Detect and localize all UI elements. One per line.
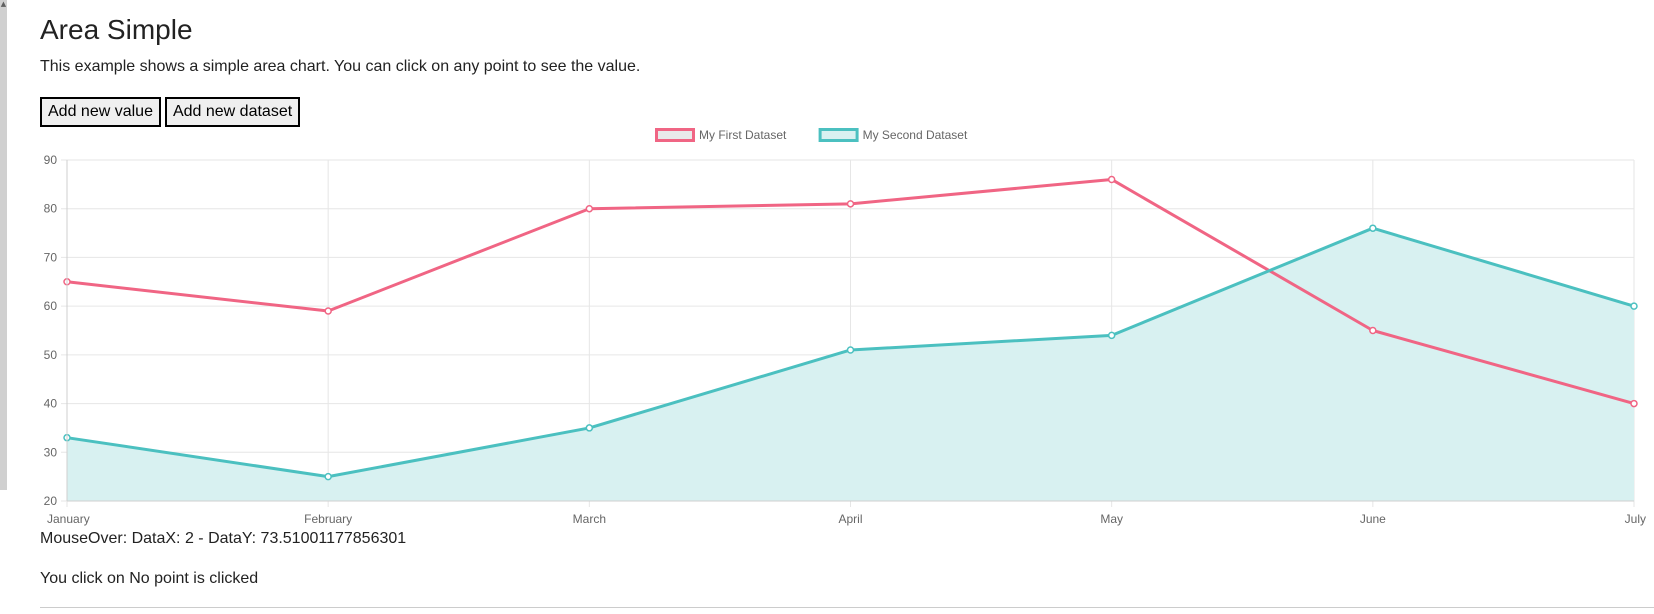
legend-label-2[interactable]: My Second Dataset: [863, 128, 968, 142]
click-status: You click on No point is clicked: [40, 570, 259, 587]
series-1-point[interactable]: [1369, 326, 1377, 335]
y-tick-label: 40: [44, 397, 58, 411]
y-tick-label: 80: [44, 202, 58, 216]
series-1-point[interactable]: [846, 200, 855, 208]
chart-area-fills: [67, 228, 1634, 501]
chart-points: [63, 175, 1638, 481]
series-1-point[interactable]: [585, 204, 594, 213]
x-tick-label: May: [1100, 512, 1123, 526]
x-tick-label: July: [1625, 512, 1646, 526]
series-2-point[interactable]: [846, 346, 855, 354]
area-chart[interactable]: 20 30 40 50 60 70 80 90 January February March Apri…: [0, 126, 1654, 526]
legend-swatch-1[interactable]: [655, 128, 695, 142]
x-tick-label: February: [304, 512, 352, 526]
series-2-point[interactable]: [324, 472, 332, 481]
mouseover-status: MouseOver: DataX: 2 - DataY: 73.51001177…: [40, 530, 407, 547]
x-tick-label: June: [1360, 512, 1386, 526]
x-tick-label: April: [838, 512, 862, 526]
series-1-point[interactable]: [1107, 175, 1116, 184]
x-tick-label: March: [573, 512, 606, 526]
add-new-dataset-button[interactable]: Add new dataset: [164, 97, 301, 127]
page-scrollbar[interactable]: ▲: [0, 0, 7, 490]
chart-legend: My First Dataset My Second Dataset: [655, 128, 968, 142]
series-2-point[interactable]: [1107, 331, 1116, 340]
series-2-point[interactable]: [1369, 224, 1377, 232]
chart-axes: 20 30 40 50 60 70 80 90 January February March Apri…: [44, 153, 1646, 526]
divider: [40, 607, 1654, 608]
series-2-area: [67, 228, 1634, 501]
series-2-point[interactable]: [585, 424, 594, 432]
page-description: This example shows a simple area chart. …: [40, 58, 641, 75]
toolbar: Add new value Add new dataset: [40, 97, 301, 127]
x-tick-label: January: [47, 512, 90, 526]
series-1-point[interactable]: [1630, 399, 1638, 408]
y-tick-label: 50: [44, 348, 58, 362]
page-title: Area Simple: [40, 14, 193, 45]
add-new-value-button[interactable]: Add new value: [40, 97, 161, 127]
series-2-point[interactable]: [1630, 302, 1638, 310]
y-tick-label: 90: [44, 153, 58, 167]
legend-label-1[interactable]: My First Dataset: [699, 128, 787, 142]
legend-swatch-2[interactable]: [818, 128, 859, 142]
y-tick-label: 20: [44, 494, 58, 508]
scroll-up-arrow-icon[interactable]: ▲: [0, 0, 7, 8]
y-tick-label: 70: [44, 250, 58, 264]
y-tick-label: 30: [44, 445, 58, 459]
series-1-point[interactable]: [324, 307, 332, 315]
y-tick-label: 60: [44, 299, 58, 313]
